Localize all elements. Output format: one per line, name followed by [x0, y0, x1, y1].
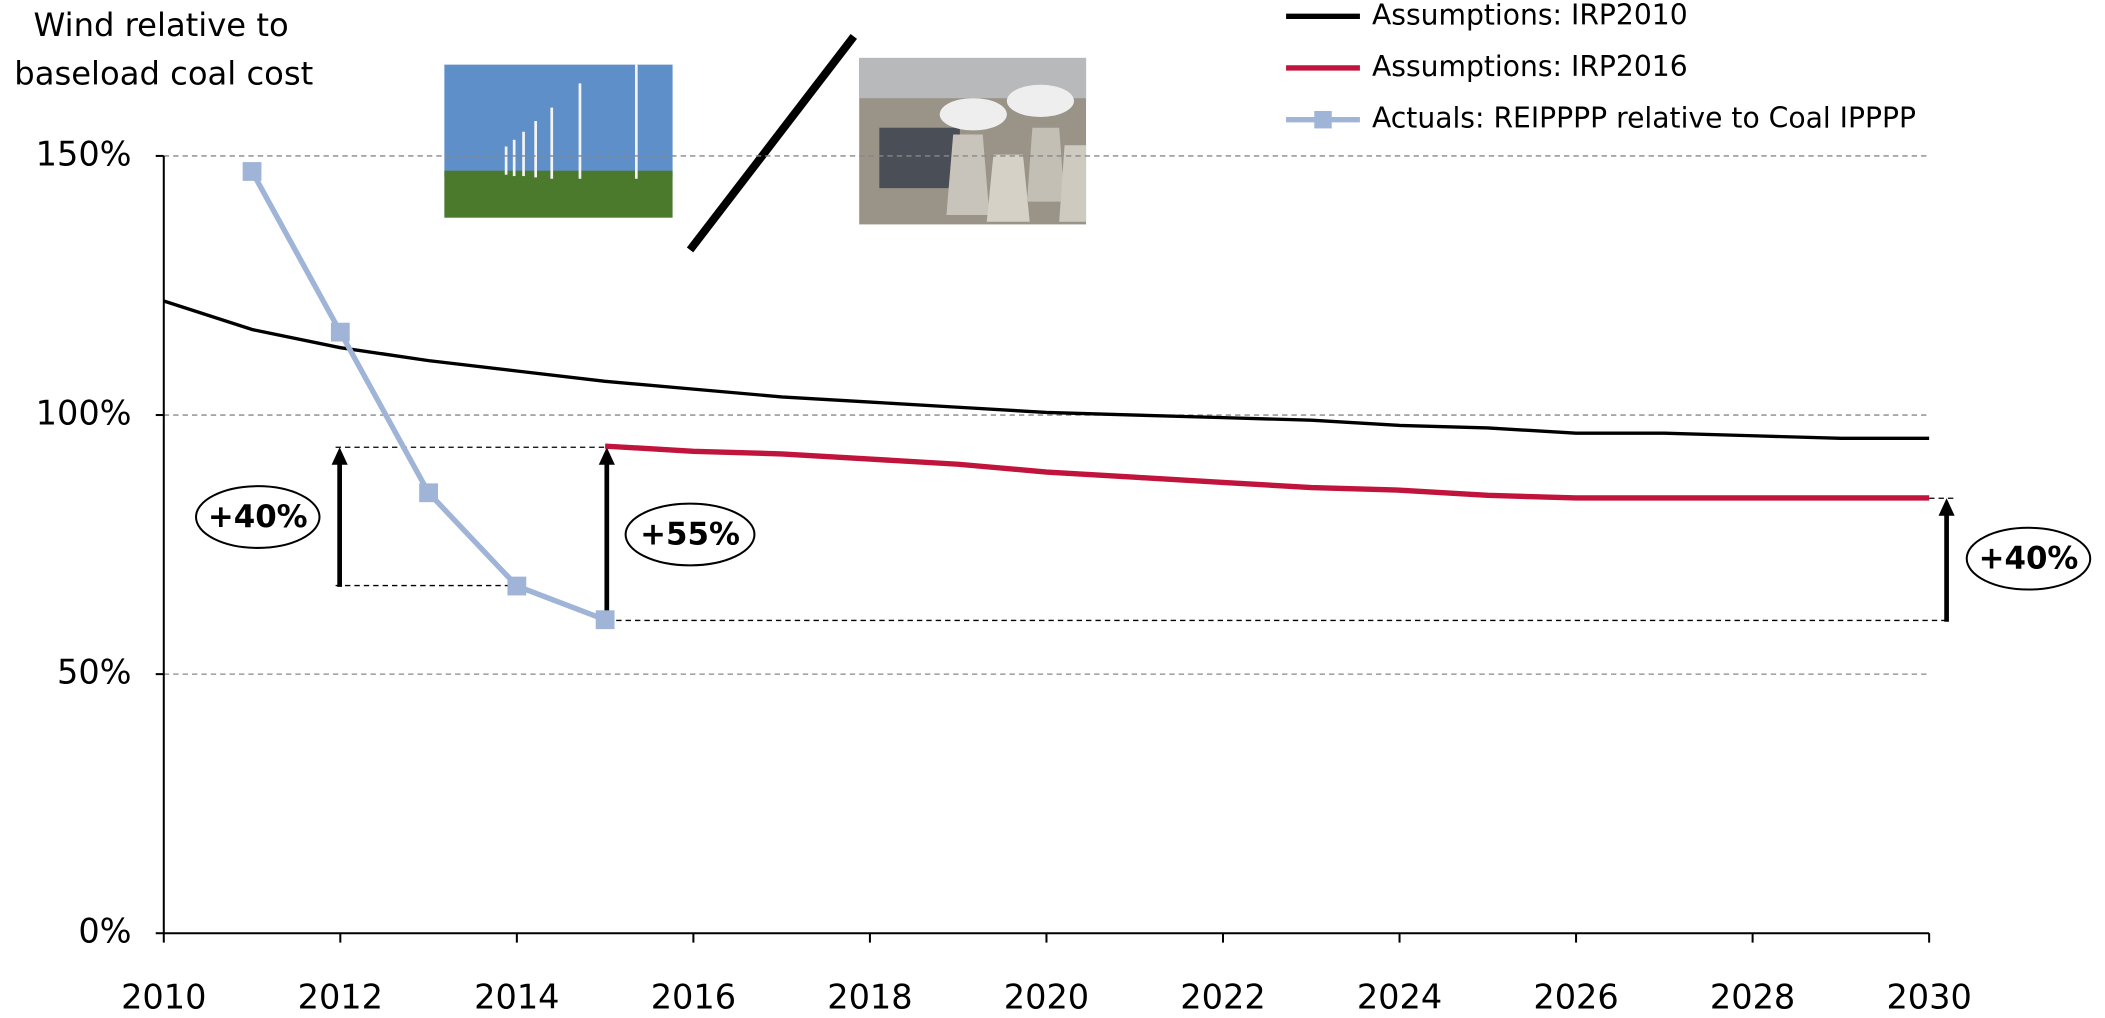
marker: [242, 162, 262, 181]
x-tick-label: 2026: [1533, 978, 1618, 1017]
marker: [595, 610, 615, 630]
y-axis-title: baseload coal cost: [14, 54, 313, 92]
x-tick-label: 2020: [1004, 978, 1089, 1017]
x-tick-label: 2028: [1710, 978, 1795, 1017]
slash: [686, 33, 858, 253]
x-tick-label: 2016: [651, 978, 736, 1017]
y-tick-label: 100%: [36, 394, 132, 433]
y-tick-label: 150%: [36, 134, 132, 173]
x-tick-label: 2030: [1886, 978, 1971, 1017]
legend-marker: [1314, 110, 1332, 129]
legend-label: Assumptions: IRP2016: [1372, 50, 1688, 83]
x-tick-label: 2024: [1357, 978, 1442, 1017]
marker: [419, 483, 438, 503]
x-tick-label: 2022: [1180, 978, 1265, 1017]
series-line: [163, 299, 1930, 441]
annotation: +40%: [1979, 541, 2079, 577]
y-axis-title: Wind relative to: [33, 6, 288, 44]
series-line: [249, 170, 607, 623]
x-tick-label: 2018: [827, 978, 912, 1017]
series-line: [604, 443, 1930, 501]
y-tick-label: 50%: [57, 653, 132, 692]
marker: [330, 322, 350, 342]
x-tick-label: 2014: [474, 978, 559, 1017]
arrows: [331, 447, 1955, 622]
guide-lines: [335, 446, 1958, 622]
coal-plant-image: [859, 57, 1087, 225]
annotation-ovals: [194, 485, 2092, 591]
x-tick-label: 2012: [298, 978, 383, 1017]
legend-label: Assumptions: IRP2010: [1372, 0, 1688, 31]
annotation: +40%: [208, 499, 308, 535]
marker: [507, 576, 527, 596]
legend-label: Actuals: REIPPPP relative to Coal IPPPP: [1372, 102, 1916, 135]
wind-farm-image: [444, 64, 673, 218]
x-tick-label: 2010: [121, 978, 206, 1017]
y-tick-label: 0%: [78, 912, 131, 951]
annotation: +55%: [640, 516, 740, 552]
